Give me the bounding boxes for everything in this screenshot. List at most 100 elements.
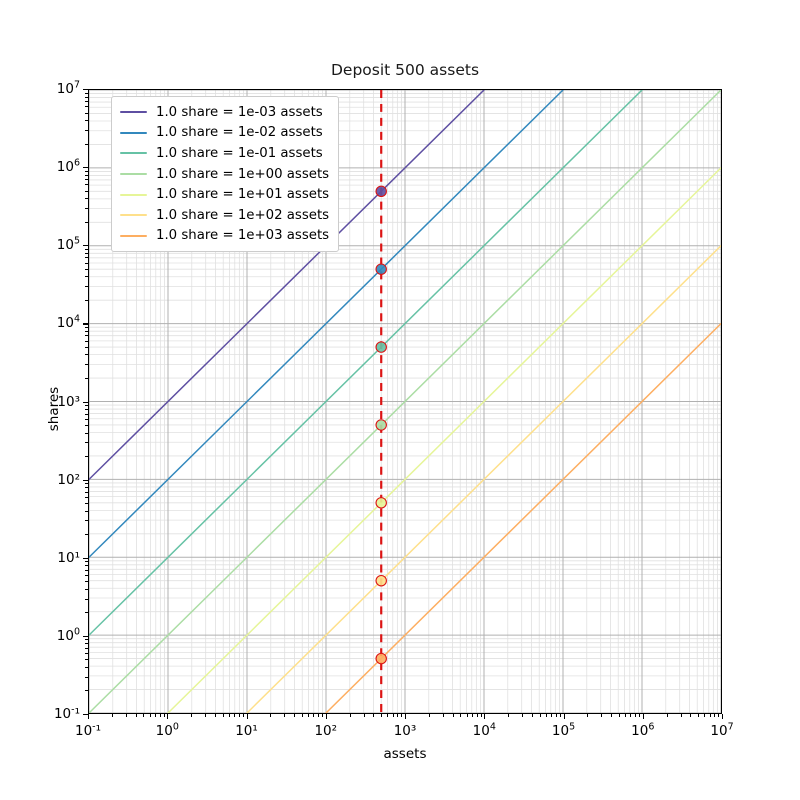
legend-color-swatch-icon	[120, 234, 147, 237]
tick-mark	[85, 377, 88, 379]
y-tick-label: 10²	[57, 471, 80, 488]
tick-mark	[85, 569, 88, 571]
tick-mark	[85, 647, 88, 649]
tick-mark	[85, 534, 88, 536]
tick-mark	[85, 456, 88, 458]
tick-mark	[246, 714, 248, 719]
tick-mark	[480, 714, 482, 717]
legend-color-swatch-icon	[120, 193, 147, 196]
tick-mark	[698, 714, 700, 717]
tick-mark	[85, 268, 88, 270]
tick-mark	[85, 179, 88, 181]
legend-color-swatch-icon	[120, 214, 147, 217]
tick-mark	[85, 190, 88, 192]
tick-mark	[85, 653, 88, 655]
tick-mark	[83, 557, 88, 559]
tick-mark	[85, 96, 88, 98]
tick-mark	[313, 714, 315, 717]
legend-item-label: 1.0 share = 1e-03 assets	[156, 104, 323, 120]
tick-mark	[242, 714, 244, 717]
tick-mark	[85, 129, 88, 131]
tick-mark	[301, 714, 303, 717]
series-layer	[89, 90, 721, 713]
tick-mark	[642, 714, 644, 719]
x-tick-label: 104	[472, 721, 496, 739]
tick-mark	[508, 714, 510, 717]
tick-mark	[85, 106, 88, 108]
tick-mark	[397, 714, 399, 717]
series-line-6	[325, 322, 721, 713]
tick-mark	[714, 714, 716, 717]
tick-mark	[85, 330, 88, 332]
x-axis-label: assets	[383, 746, 427, 762]
tick-mark	[85, 364, 88, 366]
tick-mark	[85, 143, 88, 145]
y-tick-label: 100	[56, 626, 80, 644]
tick-mark	[85, 612, 88, 614]
legend-item-label: 1.0 share = 1e+02 assets	[156, 207, 330, 223]
legend-item-2[interactable]: 1.0 share = 1e-01 assets	[120, 143, 329, 164]
tick-mark	[349, 714, 351, 717]
tick-mark	[85, 248, 88, 250]
tick-mark	[381, 714, 383, 717]
tick-mark	[191, 714, 193, 717]
tick-mark	[85, 575, 88, 577]
tick-mark	[680, 714, 682, 717]
tick-mark	[85, 639, 88, 641]
tick-mark	[601, 714, 603, 717]
tick-mark	[85, 598, 88, 600]
legend-item-5[interactable]: 1.0 share = 1e+02 assets	[120, 205, 329, 226]
tick-mark	[718, 714, 720, 717]
tick-mark	[85, 432, 88, 434]
tick-mark	[466, 714, 468, 717]
tick-mark	[85, 92, 88, 94]
tick-mark	[205, 714, 207, 717]
tick-mark	[143, 714, 145, 717]
tick-mark	[373, 714, 375, 717]
tick-mark	[545, 714, 547, 717]
tick-mark	[85, 520, 88, 522]
y-tick-label: 10¹	[57, 549, 80, 566]
tick-mark	[85, 503, 88, 505]
tick-mark	[228, 714, 230, 717]
legend-color-swatch-icon	[120, 152, 147, 155]
tick-mark	[85, 198, 88, 200]
legend-item-6[interactable]: 1.0 share = 1e+03 assets	[120, 226, 329, 247]
y-tick-label: 10-¹	[53, 704, 80, 722]
x-tick-label: 10³	[393, 723, 417, 739]
tick-mark	[284, 714, 286, 717]
tick-mark	[325, 714, 327, 719]
tick-mark	[83, 635, 88, 638]
legend-item-1[interactable]: 1.0 share = 1e-02 assets	[120, 123, 329, 144]
x-tick-label: 107	[710, 721, 734, 739]
legend-item-label: 1.0 share = 1e+00 assets	[156, 166, 330, 182]
legend-item-4[interactable]: 1.0 share = 1e+01 assets	[120, 184, 329, 205]
tick-mark	[85, 221, 88, 223]
intersection-marker-1	[375, 263, 387, 275]
tick-mark	[85, 170, 88, 172]
legend-item-0[interactable]: 1.0 share = 1e-03 assets	[120, 102, 329, 123]
tick-mark	[460, 714, 462, 717]
tick-mark	[471, 714, 473, 717]
x-tick-label: 106	[631, 721, 655, 739]
page-title: Deposit 500 assets	[330, 61, 480, 79]
x-tick-label: 100	[155, 721, 179, 739]
tick-mark	[85, 643, 88, 645]
tick-mark	[85, 491, 88, 493]
legend: 1.0 share = 1e-03 assets 1.0 share = 1e-0…	[111, 96, 340, 253]
tick-mark	[85, 413, 88, 415]
legend-item-3[interactable]: 1.0 share = 1e+00 assets	[120, 164, 329, 185]
tick-mark	[85, 418, 88, 420]
intersection-marker-0	[375, 185, 387, 198]
tick-mark	[85, 483, 88, 485]
legend-item-label: 1.0 share = 1e-01 assets	[156, 145, 323, 161]
tick-mark	[531, 714, 533, 717]
tick-mark	[83, 167, 88, 169]
tick-mark	[318, 714, 320, 717]
tick-mark	[85, 405, 88, 407]
tick-mark	[587, 714, 589, 717]
tick-mark	[559, 714, 561, 717]
tick-mark	[85, 346, 88, 348]
x-tick-label: 10²	[314, 723, 338, 739]
tick-mark	[405, 714, 407, 719]
